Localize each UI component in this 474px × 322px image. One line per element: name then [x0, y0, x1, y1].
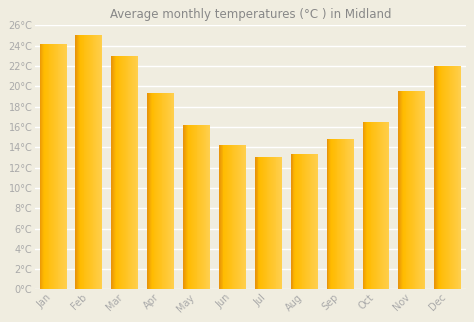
Title: Average monthly temperatures (°C ) in Midland: Average monthly temperatures (°C ) in Mi… — [109, 8, 391, 21]
